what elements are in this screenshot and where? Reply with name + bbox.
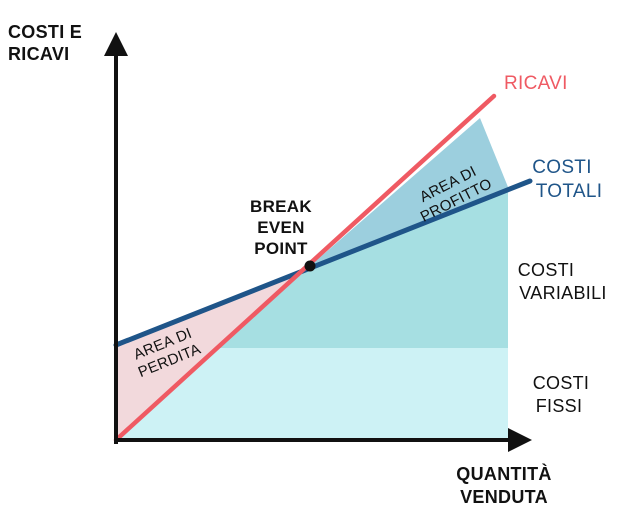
break-even-label-line3: POINT (254, 239, 308, 258)
variable-costs-label-line1: COSTI (518, 260, 575, 280)
x-axis-arrow-icon (508, 428, 532, 452)
y-axis-label-line2: RICAVI (8, 44, 69, 64)
fixed-costs-area (116, 348, 508, 440)
y-axis-arrow-icon (104, 32, 128, 56)
total-costs-line (113, 178, 533, 348)
fixed-costs-label-line2: FISSI (536, 396, 583, 416)
total-costs-label-line2: TOTALI (536, 181, 603, 202)
fixed-costs-label-line1: COSTI (533, 373, 590, 393)
break-even-label-line2: EVEN (257, 218, 305, 237)
revenue-label: RICAVI (504, 73, 568, 94)
variable-costs-area (218, 187, 508, 348)
break-even-label-line1: BREAK (250, 197, 312, 216)
y-axis-label-line1: COSTI E (8, 22, 82, 42)
total-costs-label-line1: COSTI (532, 157, 592, 178)
break-even-point-marker (304, 260, 316, 272)
variable-costs-label-line2: VARIABILI (519, 283, 606, 303)
profit-area (310, 118, 508, 266)
x-axis-label-line1: QUANTITÀ (456, 463, 551, 484)
x-axis-label-line2: VENDUTA (460, 487, 548, 507)
